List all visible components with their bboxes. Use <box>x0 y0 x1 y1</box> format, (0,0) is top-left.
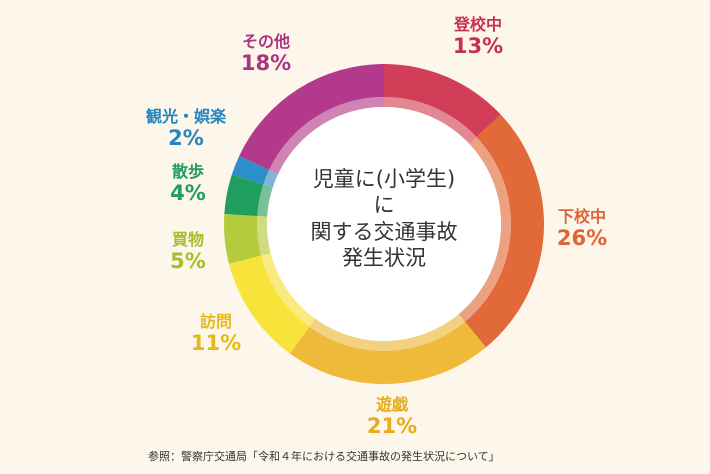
slice-inner-band-その他 <box>269 97 384 175</box>
slice-inner-band-遊戯 <box>309 314 465 351</box>
slice-inner-band-訪問 <box>260 253 316 327</box>
donut-hole <box>267 107 501 341</box>
slice-登校中 <box>384 64 501 138</box>
slice-その他 <box>239 64 384 170</box>
title-line: 関する交通事故 <box>310 219 458 244</box>
label-観光娯楽: 観光・娯楽 2% <box>145 107 226 151</box>
slice-買物 <box>224 213 261 264</box>
label-遊戯: 遊戯 21% <box>366 395 418 439</box>
label-その他: その他 18% <box>240 32 292 76</box>
title-line: 発生状況 <box>342 245 426 270</box>
slice-inner-band-買物 <box>257 216 271 256</box>
slice-遊戯 <box>289 321 486 384</box>
slice-散歩 <box>224 174 264 217</box>
chart-title: 児童に(小学生) に 関する交通事故 発生状況 <box>284 166 484 271</box>
slice-inner-band-下校中 <box>458 137 512 322</box>
slice-inner-band-登校中 <box>384 97 477 144</box>
title-line: 児童に(小学生) <box>312 167 456 191</box>
label-下校中: 下校中 26% <box>556 207 608 251</box>
label-買物: 買物 5% <box>170 230 206 274</box>
source-note: 参照：警察庁交通局「令和４年における交通事故の発生状況について」 <box>148 450 500 463</box>
label-登校中: 登校中 13% <box>452 15 504 59</box>
slice-inner-band-散歩 <box>257 184 273 217</box>
slice-訪問 <box>229 255 310 354</box>
slice-inner-band-観光・娯楽 <box>263 169 279 188</box>
label-散歩: 散歩 4% <box>170 162 206 206</box>
title-line: に <box>373 193 395 218</box>
slice-下校中 <box>464 114 544 348</box>
slice-観光・娯楽 <box>231 155 270 185</box>
label-訪問: 訪問 11% <box>190 312 242 356</box>
